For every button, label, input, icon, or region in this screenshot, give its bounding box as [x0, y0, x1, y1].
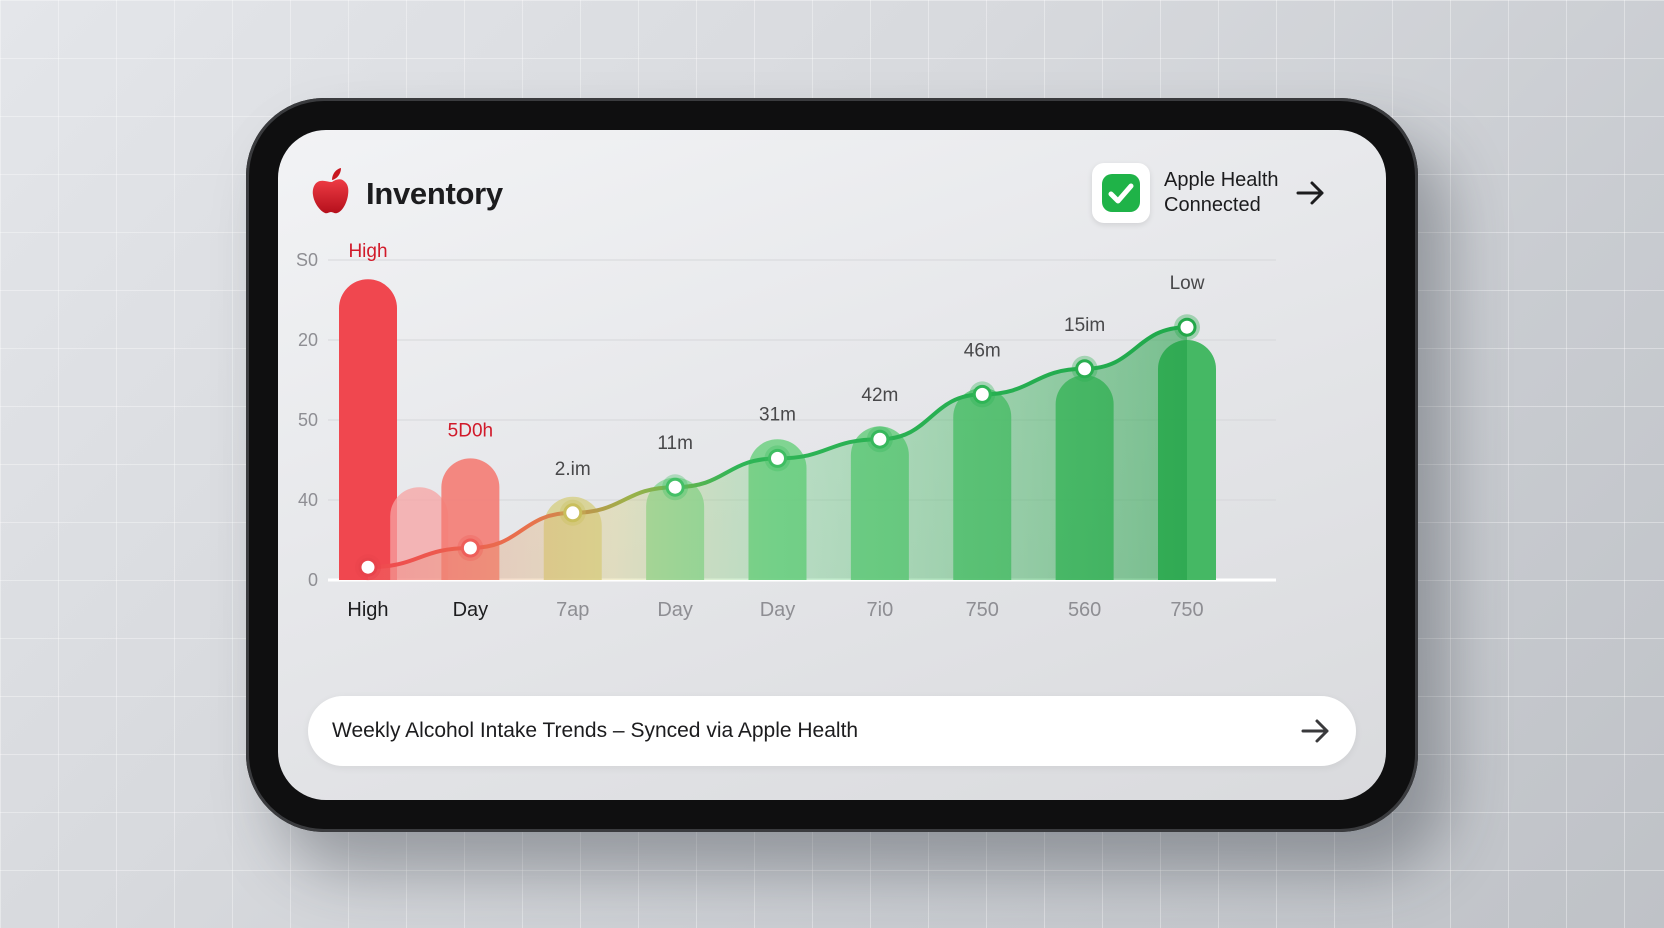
data-point — [972, 384, 992, 404]
data-label: 15im — [1064, 315, 1105, 336]
header: Inventory Apple Health Connected — [310, 160, 1354, 226]
bar — [339, 279, 397, 580]
data-point — [563, 503, 583, 523]
data-point — [1075, 359, 1095, 379]
health-check-tile — [1092, 163, 1150, 223]
y-tick-label: 20 — [298, 330, 318, 350]
x-tick-label: 750 — [966, 599, 999, 621]
data-label: 46m — [964, 340, 1001, 361]
x-tick-label: High — [347, 599, 388, 621]
arrow-right-icon — [1301, 719, 1329, 743]
weekly-trends-card[interactable]: Weekly Alcohol Intake Trends – Synced vi… — [308, 696, 1356, 766]
arrow-right-icon — [1296, 181, 1324, 205]
apple-icon — [312, 168, 349, 214]
data-label: 42m — [861, 385, 898, 406]
data-label: 11m — [657, 433, 693, 454]
health-status-line2: Connected — [1164, 194, 1261, 216]
health-status-line1: Apple Health — [1164, 169, 1279, 191]
checkmark-icon — [1102, 174, 1140, 212]
x-tick-label: 7ap — [556, 599, 589, 621]
y-tick-label: S0 — [296, 250, 318, 270]
data-label: High — [348, 241, 387, 262]
weekly-trends-text: Weekly Alcohol Intake Trends – Synced vi… — [332, 719, 859, 742]
x-tick-label: Day — [453, 599, 489, 621]
data-point — [460, 538, 480, 558]
data-point — [768, 448, 787, 468]
data-label: Low — [1170, 273, 1205, 294]
health-status-text: Apple Health Connected — [1164, 168, 1279, 218]
y-tick-label: 40 — [298, 490, 318, 510]
app-screen: Inventory Apple Health Connected S0 20 50 4… — [278, 130, 1386, 800]
x-tick-label: Day — [657, 599, 693, 621]
data-label: 2.im — [555, 459, 591, 480]
x-tick-label: 7i0 — [867, 599, 894, 621]
x-tick-label: Day — [760, 599, 796, 621]
y-tick-label: 50 — [298, 410, 318, 430]
data-point — [358, 557, 378, 577]
data-label: 5D0h — [448, 420, 493, 441]
y-tick-label: 0 — [308, 570, 318, 590]
x-tick-label: 560 — [1068, 599, 1101, 621]
data-point — [1177, 317, 1197, 337]
apple-health-status-button[interactable]: Apple Health Connected — [1092, 160, 1354, 226]
data-label: 31m — [759, 404, 796, 425]
data-point — [870, 429, 890, 449]
x-tick-label: 750 — [1170, 599, 1203, 621]
intake-chart: S0 20 50 40 0 High 5D0h 2.im 11m 31m 42m 46m 15im Low… — [296, 241, 1276, 621]
data-point — [665, 477, 685, 497]
app-title: Inventory — [366, 176, 503, 211]
